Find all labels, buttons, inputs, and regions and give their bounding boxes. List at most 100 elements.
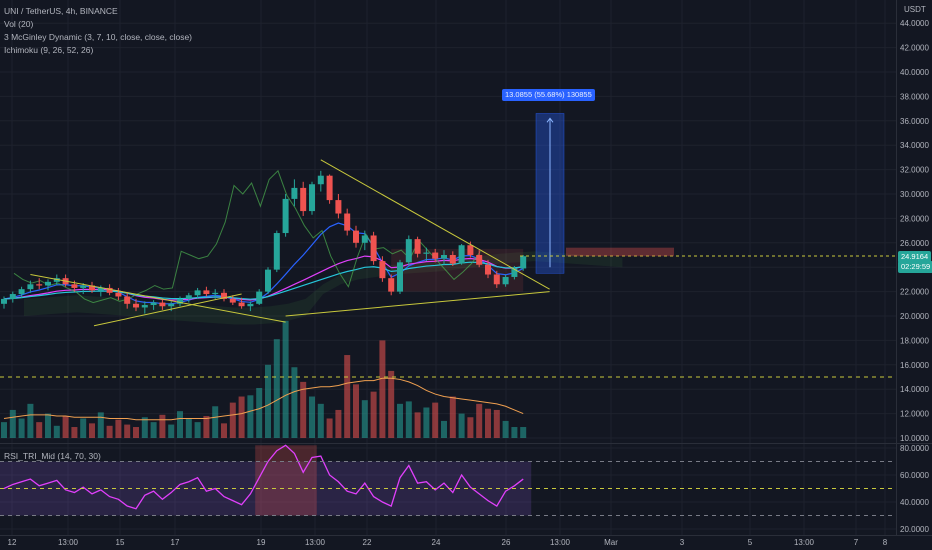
trendline-resistance-1[interactable]	[30, 274, 286, 323]
volume-bar	[1, 422, 7, 438]
volume-bar	[405, 401, 412, 438]
candle-body	[185, 295, 192, 299]
candle-body	[449, 255, 456, 264]
price-tick-label: 32.0000	[900, 166, 929, 175]
candle-body	[1, 298, 7, 304]
legend-ichimoku[interactable]: Ichimoku (9, 26, 52, 26)	[4, 45, 94, 55]
rsi-tick-label: 40.0000	[900, 498, 929, 507]
candle-body	[9, 294, 16, 299]
price-tick-label: 38.0000	[900, 92, 929, 101]
volume-bar	[71, 427, 78, 438]
candle-body	[273, 233, 280, 270]
candle-body	[89, 285, 95, 291]
currency-label: USDT	[904, 5, 926, 14]
volume-bar	[212, 406, 219, 438]
volume-bar	[89, 423, 95, 438]
cloud-area	[24, 251, 623, 325]
current-price-tag: 24.9164	[898, 251, 932, 263]
volume-ma-line	[3, 377, 524, 421]
volume-bar	[256, 387, 263, 438]
candlestick-series	[1, 170, 527, 314]
volume-bar	[203, 416, 210, 438]
legend-symbol[interactable]: UNI / TetherUS, 4h, BINANCE	[4, 6, 118, 16]
candle-body	[405, 239, 412, 263]
volume-bar	[150, 422, 157, 438]
time-tick-label: 13:00	[58, 538, 79, 547]
volume-bar	[458, 413, 465, 438]
time-tick-label: 7	[854, 538, 859, 547]
volume-bar	[379, 340, 386, 438]
volume-bar	[97, 412, 104, 438]
time-tick-label: 13:00	[550, 538, 571, 547]
rsi-tick-label: 20.0000	[900, 525, 929, 534]
volume-bar	[80, 418, 87, 438]
candle-body	[291, 187, 298, 199]
volume-bar	[493, 409, 500, 438]
legend-mcginley[interactable]: 3 McGinley Dynamic (3, 7, 10, close, clo…	[4, 32, 193, 42]
volume-bar	[423, 407, 430, 438]
candle-body	[203, 290, 210, 295]
time-tick-label: 17	[171, 538, 180, 547]
time-tick-label: 19	[257, 538, 266, 547]
volume-bar	[194, 422, 201, 438]
time-tick-label: 3	[680, 538, 685, 547]
candle-body	[335, 200, 342, 214]
candle-body	[379, 261, 386, 279]
legend-rsi[interactable]: RSI_TRI_Mid (14, 70, 30)	[4, 451, 101, 461]
ichimoku-lagging-span	[13, 169, 481, 304]
volume-bar	[388, 370, 395, 438]
volume-bar	[133, 427, 139, 438]
volume-bar	[326, 418, 333, 438]
time-tick-label: 15	[116, 538, 125, 547]
legend-volume[interactable]: Vol (20)	[4, 19, 34, 29]
trendline-support-2[interactable]	[285, 291, 550, 317]
candle-body	[423, 252, 430, 254]
candle-body	[106, 287, 113, 293]
candle-body	[353, 230, 359, 243]
candle-body	[133, 303, 139, 308]
candle-body	[414, 239, 421, 254]
price-tick-label: 14.0000	[900, 385, 929, 394]
candle-body	[18, 289, 25, 295]
volume-bar	[414, 412, 421, 438]
candle-body	[344, 213, 351, 231]
volume-bar	[344, 355, 351, 438]
volume-bar	[238, 396, 245, 438]
price-tick-label: 22.0000	[900, 288, 929, 297]
rsi-overbought-zone	[255, 445, 317, 516]
volume-bar	[432, 402, 439, 438]
candle-body	[247, 303, 254, 307]
candle-body	[36, 284, 43, 286]
candle-body	[45, 281, 51, 286]
volume-bar	[520, 427, 527, 438]
price-tick-label: 36.0000	[900, 117, 929, 126]
candle-body	[124, 296, 131, 304]
trendline-resistance-2[interactable]	[320, 159, 550, 290]
drawing-tools[interactable]	[30, 113, 896, 327]
volume-bar	[45, 413, 51, 438]
candle-body	[80, 285, 87, 288]
candle-body	[168, 303, 175, 307]
candle-body	[71, 284, 78, 288]
volume-bars	[1, 320, 527, 438]
volume-bar	[115, 419, 122, 438]
candle-body	[397, 262, 403, 292]
volume-bar	[502, 420, 509, 438]
volume-bar	[370, 391, 377, 438]
volume-bar	[485, 408, 491, 438]
bar-countdown: 02:29:59	[898, 261, 932, 273]
trendline-support-1[interactable]	[93, 293, 242, 327]
candle-body	[467, 245, 474, 255]
volume-bar	[159, 414, 166, 438]
volume-bar	[317, 403, 324, 438]
volume-bar	[36, 422, 43, 438]
time-tick-label: 24	[432, 538, 441, 547]
candle-body	[177, 298, 183, 304]
candle-body	[493, 274, 500, 285]
candle-body	[212, 292, 219, 295]
candle-body	[388, 278, 395, 292]
candle-body	[238, 302, 245, 307]
volume-bar	[185, 418, 192, 438]
